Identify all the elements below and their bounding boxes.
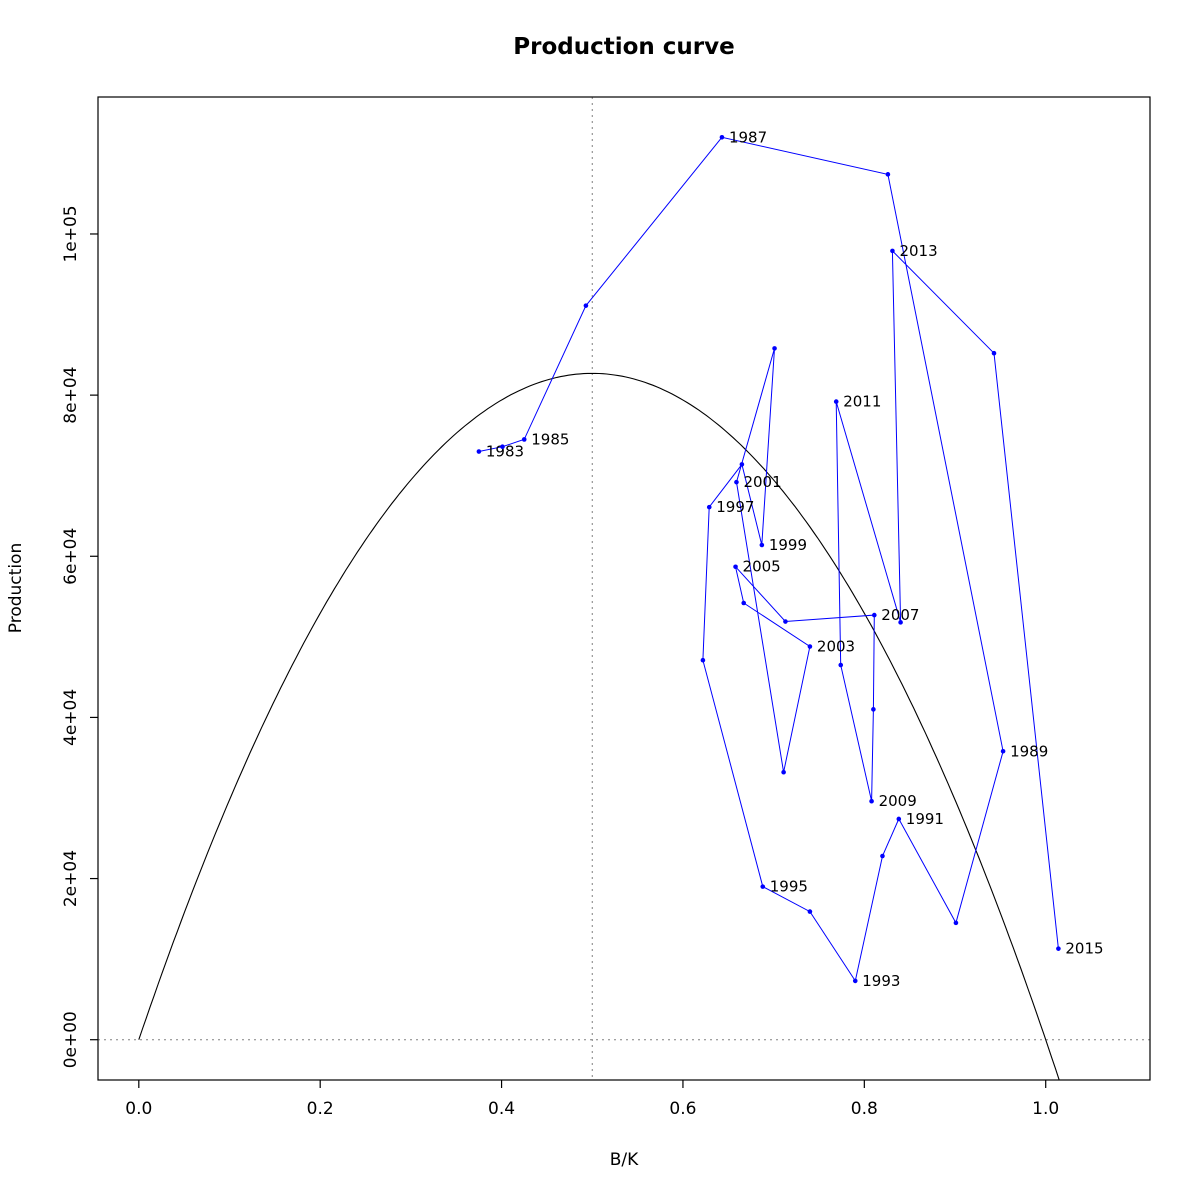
data-point-1990 bbox=[953, 920, 959, 926]
x-axis-label: B/K bbox=[609, 1150, 639, 1170]
x-tick-label: 0.0 bbox=[125, 1099, 152, 1119]
point-label-2013: 2013 bbox=[899, 242, 937, 260]
y-tick-label: 0e+00 bbox=[61, 1011, 81, 1068]
point-label-2009: 2009 bbox=[879, 792, 917, 810]
point-label-1999: 1999 bbox=[769, 536, 807, 554]
x-tick-label: 1.0 bbox=[1032, 1099, 1059, 1119]
point-label-1989: 1989 bbox=[1010, 742, 1048, 760]
data-point-2006 bbox=[783, 619, 788, 624]
plot-box bbox=[97, 96, 1151, 1081]
data-point-2011 bbox=[833, 399, 839, 404]
data-point-2003 bbox=[807, 644, 813, 649]
x-tick-label: 0.2 bbox=[307, 1099, 334, 1119]
point-label-1997: 1997 bbox=[716, 498, 754, 516]
data-point-1995 bbox=[760, 884, 766, 889]
point-label-1983: 1983 bbox=[486, 443, 524, 461]
data-point-2015 bbox=[1056, 946, 1061, 951]
data-point-1994 bbox=[807, 909, 813, 914]
point-label-1995: 1995 bbox=[770, 878, 808, 896]
point-label-2007: 2007 bbox=[881, 606, 919, 624]
point-label-2005: 2005 bbox=[743, 558, 781, 576]
data-point-1996 bbox=[700, 657, 706, 663]
data-point-1991 bbox=[896, 816, 902, 822]
production-curve-line bbox=[138, 372, 1060, 1081]
point-label-2001: 2001 bbox=[743, 473, 781, 491]
data-point-2008 bbox=[871, 707, 876, 712]
x-tick-label: 0.4 bbox=[488, 1099, 515, 1119]
data-point-2014 bbox=[991, 350, 997, 356]
data-point-2010 bbox=[838, 662, 844, 668]
x-tick-label: 0.8 bbox=[851, 1099, 878, 1119]
y-tick-label: 8e+04 bbox=[61, 367, 81, 424]
data-point-1999 bbox=[759, 542, 765, 548]
y-tick-label: 2e+04 bbox=[61, 850, 81, 907]
y-tick-label: 4e+04 bbox=[61, 689, 81, 746]
data-point-2012 bbox=[898, 620, 903, 625]
point-label-2003: 2003 bbox=[817, 638, 855, 656]
y-tick-label: 1e+05 bbox=[61, 205, 81, 262]
data-point-1985 bbox=[521, 437, 527, 442]
data-point-2001 bbox=[734, 479, 739, 485]
x-tick-label: 0.6 bbox=[669, 1099, 696, 1119]
y-tick-label: 6e+04 bbox=[61, 528, 81, 585]
point-label-1993: 1993 bbox=[862, 972, 900, 990]
data-point-1992 bbox=[880, 853, 885, 859]
data-point-1984 bbox=[500, 444, 505, 449]
data-point-1986 bbox=[583, 303, 589, 308]
point-label-1985: 1985 bbox=[531, 430, 569, 448]
data-point-2007 bbox=[872, 612, 877, 618]
data-point-2009 bbox=[869, 798, 874, 804]
data-point-2000 bbox=[772, 346, 777, 351]
point-label-1991: 1991 bbox=[906, 810, 944, 828]
data-point-2004 bbox=[741, 600, 747, 606]
chart-title: Production curve bbox=[513, 34, 735, 60]
data-point-2005 bbox=[733, 564, 738, 570]
point-label-2015: 2015 bbox=[1065, 940, 1103, 958]
point-label-1987: 1987 bbox=[729, 128, 767, 146]
data-point-1983 bbox=[476, 449, 482, 454]
data-point-1998 bbox=[739, 462, 745, 467]
y-axis-label: Production bbox=[6, 542, 26, 634]
data-point-1987 bbox=[719, 134, 725, 140]
data-point-1988 bbox=[885, 172, 891, 177]
data-point-1989 bbox=[1000, 748, 1006, 754]
data-point-2002 bbox=[781, 769, 786, 775]
data-point-2013 bbox=[890, 248, 895, 254]
data-point-1993 bbox=[852, 978, 858, 984]
point-label-2011: 2011 bbox=[843, 393, 881, 411]
data-point-1997 bbox=[706, 504, 712, 510]
